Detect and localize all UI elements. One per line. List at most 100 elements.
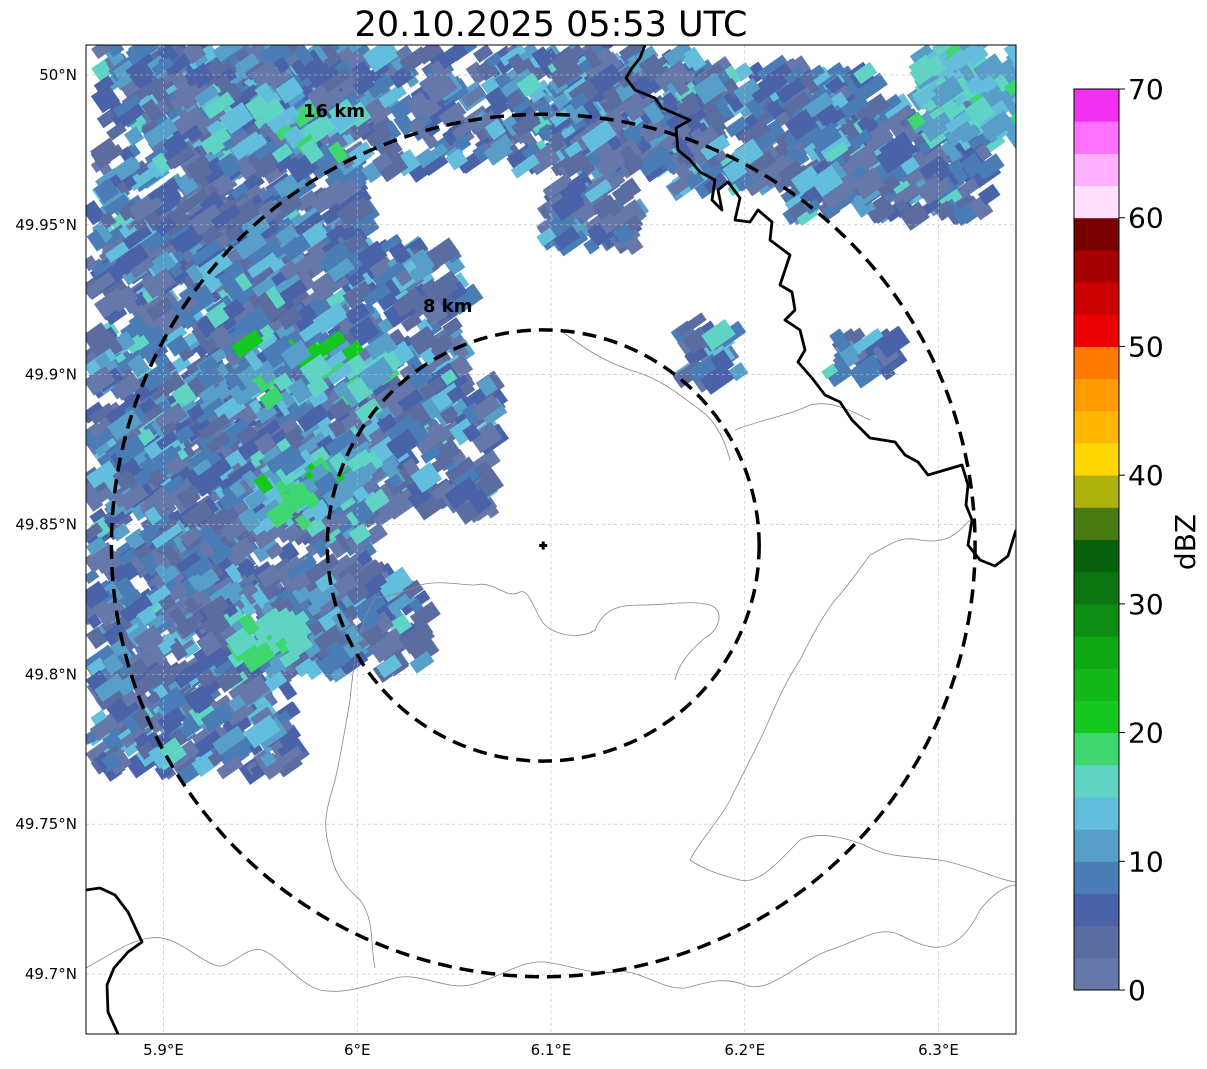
echo-cell [86,271,116,299]
lat-tick-label: 49.8°N [25,665,77,683]
echo-cell [266,65,291,89]
echo-cell [143,117,179,149]
colorbar-swatch [1074,732,1119,766]
echo-cell [125,45,160,65]
lon-tick-label: 6.2°E [724,1041,765,1059]
colorbar-swatch [1074,314,1119,347]
echo-cell [86,199,106,226]
range-ring-label-8km: 8 km [423,296,473,317]
echo-cell [173,106,205,135]
echo-cell [405,92,432,118]
echo-cell [212,45,245,63]
lat-tick-label: 49.7°N [25,965,77,983]
colorbar-ticks: 0 10 20 30 40 50 60 70 [1119,73,1164,1007]
echo-cell [105,306,128,326]
colorbar-swatch [1074,700,1119,734]
echo-cell [366,73,395,99]
echo-cell [272,195,303,222]
echo-cell [168,263,184,279]
echo-cell [294,211,324,236]
echo-cell [290,49,325,82]
echo-cell [106,121,127,141]
echo-cell [146,79,164,98]
colorbar-swatch [1074,249,1119,283]
echo-cell [393,111,417,137]
echo-cell [322,68,351,93]
echo-cell [141,98,164,123]
colorbar-swatch [1074,957,1119,991]
colorbar-swatch [1074,796,1119,830]
echo-cell [494,71,512,89]
echo-cell [425,74,458,105]
echo-cell [112,94,141,118]
echo-cell [154,216,177,237]
colorbar-swatch [1074,282,1119,315]
echo-cell [436,45,468,70]
echo-cell [216,152,243,179]
echo-cell [132,291,149,308]
lat-tick-label: 49.85°N [15,516,77,534]
echo-cell [275,76,304,104]
colorbar-swatch [1074,346,1119,380]
lon-tick-label: 6°E [344,1041,371,1059]
colorbar-swatch [1074,668,1119,701]
echo-cell [94,352,112,370]
echo-cell [316,143,337,167]
echo-cell [337,197,374,230]
echo-cell [140,361,173,392]
colorbar-swatch [1074,378,1119,412]
colorbar-swatch [1074,764,1119,798]
lon-tick-label: 6.3°E [918,1041,959,1059]
echo-cell [146,296,175,322]
colorbar-swatch [1074,636,1119,669]
echo-cell [130,303,148,321]
echo-cell [473,45,494,64]
echo-cell [86,229,107,252]
echo-cell [182,45,207,65]
lat-tick-label: 49.75°N [15,815,77,833]
lat-tick-label: 50°N [39,66,77,84]
echo-cell [185,153,216,184]
echo-cell [169,70,189,89]
echo-cell [112,372,143,401]
colorbar-tick-label: 40 [1128,459,1164,492]
echo-cell [526,143,560,176]
colorbar-swatches [1074,89,1119,991]
echo-cell [177,187,210,215]
echo-cell [148,378,177,404]
echo-cell [86,365,116,396]
colorbar-swatch [1074,89,1119,122]
echo-cell [104,239,132,263]
lat-tick-label: 49.95°N [15,216,77,234]
echo-cell [461,85,487,108]
echo-cell [511,111,542,139]
echo-cell [506,90,525,109]
echo-cell [233,154,257,180]
colorbar-swatch [1074,507,1119,540]
colorbar-swatch [1074,217,1119,251]
echo-cell [320,200,352,229]
echo-cell [418,127,439,150]
echo-cell [275,155,295,173]
echo-cell [452,134,472,153]
echo-cell [103,193,131,217]
colorbar-tick-label: 30 [1128,588,1164,621]
echo-cell [116,243,151,276]
echo-cell [245,184,265,203]
echo-cell [418,74,438,93]
echo-cell [129,257,155,279]
echo-cell [124,126,145,147]
echo-cell [175,172,199,196]
colorbar-swatch [1074,571,1119,605]
echo-cell [306,59,339,90]
lat-tick-label: 49.9°N [25,366,77,384]
echo-cell [128,313,151,338]
echo-cell [325,223,348,244]
colorbar-swatch [1074,185,1119,219]
echo-cell [293,45,314,66]
echo-cell [340,78,366,105]
echo-cell [106,45,125,58]
echo-cell [408,117,427,135]
echo-cell [484,86,509,111]
colorbar-tick-label: 20 [1128,717,1164,750]
